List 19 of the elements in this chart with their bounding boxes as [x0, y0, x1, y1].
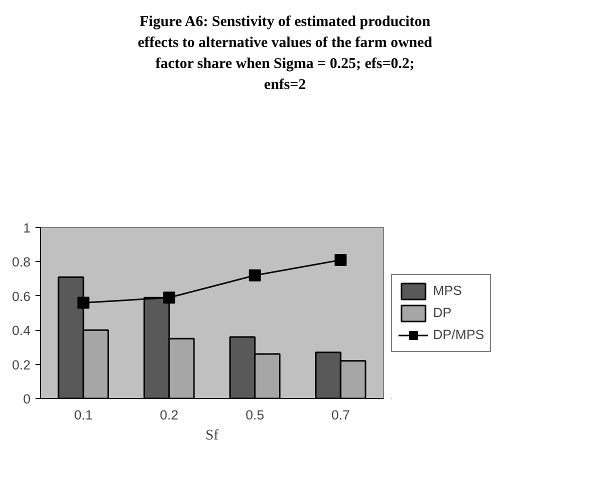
y-tick-label: 0.6: [12, 288, 31, 304]
point: [163, 292, 176, 304]
x-tick-label: 0.5: [246, 408, 264, 422]
legend-label: DP/MPS: [433, 326, 484, 344]
y-tick-label: 0.2: [12, 357, 31, 372]
point: [334, 254, 347, 266]
x-tick-label: 0.7: [331, 408, 350, 422]
point: [77, 296, 90, 309]
point: [248, 269, 261, 282]
legend-label: MPS: [433, 282, 462, 300]
y-tick-label: 0.8: [12, 254, 31, 270]
legend-label: DP: [433, 304, 453, 322]
chart-title: Figure A6: Senstivity of estimated produciton effects to alternative values of the farm owned factor share when Sigma = 0.25; efs=0.2; enfs=2: [138, 13, 432, 95]
x-tick-label: 0.2: [160, 408, 178, 422]
y-tick-label: 1: [23, 220, 31, 236]
y-tick-label: 0: [23, 392, 31, 406]
x-axis-title: Sf: [205, 428, 219, 444]
y-tick-label: 0.4: [12, 323, 32, 338]
x-tick-label: 0.1: [74, 408, 93, 422]
